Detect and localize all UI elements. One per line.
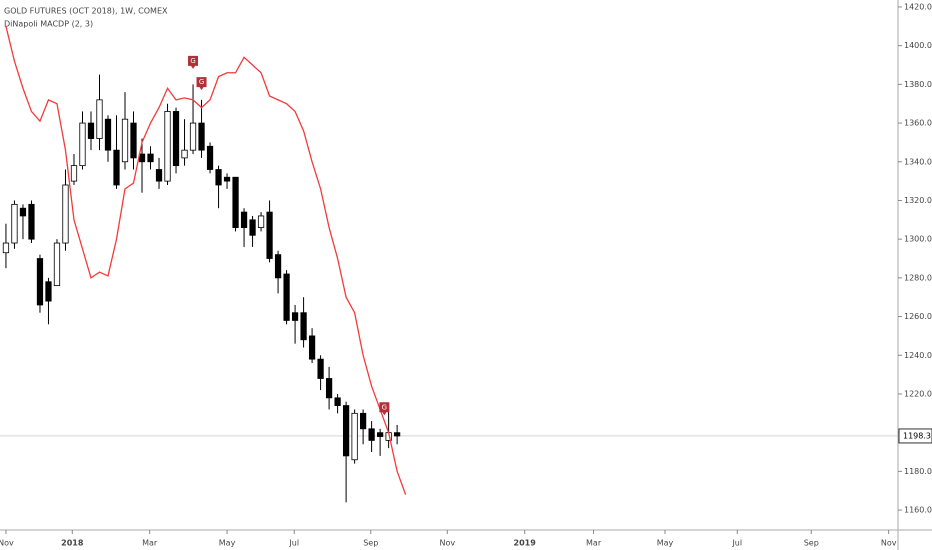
x-tick-label: Nov [0, 539, 14, 548]
candle-body [291, 312, 299, 321]
chart-title: GOLD FUTURES (OCT 2018), 1W, COMEX [4, 7, 168, 16]
candle-body [62, 184, 69, 244]
candle-body [317, 358, 324, 379]
candle-body [138, 153, 146, 163]
y-tick-label: 1400.0 [904, 41, 932, 50]
candle-body [121, 118, 129, 163]
candle-body [376, 432, 384, 437]
x-tick-label: Mar [586, 539, 602, 548]
candle-body [351, 412, 358, 461]
signal-marker [188, 55, 199, 69]
indicator-label: DiNapoli MACDP (2, 3) [4, 20, 93, 29]
candle-body [87, 122, 95, 139]
signal-label: G [382, 403, 387, 411]
x-tick-label: May [219, 539, 236, 548]
candle-body [164, 111, 171, 182]
last-price-label: 1198.3 [903, 431, 931, 440]
y-tick-label: 1340.0 [904, 157, 932, 166]
x-tick-label: Mar [142, 539, 158, 548]
signal-label: G [199, 78, 204, 86]
candle-body [274, 254, 282, 279]
candle-body [130, 122, 137, 159]
x-tick-label: Nov [881, 539, 897, 548]
candle-body [300, 312, 307, 341]
candle-body [308, 335, 316, 360]
signal-marker [379, 402, 390, 416]
candle-body [283, 273, 290, 321]
candle-body [28, 203, 35, 240]
candle-body [232, 176, 239, 228]
x-tick-label: 2018 [61, 539, 84, 548]
candle-body [257, 215, 265, 228]
candle-body [79, 122, 86, 167]
y-tick-label: 1300.0 [904, 235, 932, 244]
last-price-box [898, 428, 932, 444]
signal-marker [196, 77, 207, 91]
indicator-line [5, 26, 407, 495]
candle-body [266, 211, 273, 259]
candle-body [11, 203, 18, 244]
x-tick-label: Sep [363, 539, 378, 548]
candle-body [113, 149, 120, 186]
x-tick-label: Nov [439, 539, 455, 548]
candle-body [45, 281, 52, 302]
candle-body [342, 405, 350, 457]
candle-body [240, 211, 248, 228]
candle-body [96, 99, 103, 139]
x-tick-label: Jul [288, 539, 299, 548]
candle-body [394, 432, 401, 437]
x-tick-label: 2019 [514, 539, 537, 548]
y-tick-label: 1240.0 [904, 351, 932, 360]
y-tick-label: 1280.0 [904, 273, 932, 282]
x-tick-label: May [657, 539, 674, 548]
candle-body [181, 149, 188, 159]
y-tick-label: 1260.0 [904, 312, 932, 321]
y-tick-label: 1420.0 [904, 2, 932, 11]
candle-body [359, 412, 367, 430]
y-tick-label: 1360.0 [904, 119, 932, 128]
y-tick-label: 1220.0 [904, 389, 932, 398]
y-tick-label: 1180.0 [904, 467, 932, 476]
candle-body [325, 378, 333, 399]
candle-body [215, 169, 222, 186]
x-tick-label: Sep [804, 539, 819, 548]
candle-body [53, 242, 61, 287]
candle-body [70, 165, 78, 182]
candle-body [198, 122, 205, 151]
candle-body [172, 111, 180, 167]
x-tick-label: Jul [731, 539, 742, 548]
y-tick-label: 1380.0 [904, 80, 932, 89]
signal-label: G [190, 57, 195, 65]
candle-body [334, 397, 341, 406]
y-tick-label: 1160.0 [904, 506, 932, 515]
candle-body [36, 258, 44, 306]
candle-body [2, 242, 10, 254]
candle-body [189, 122, 197, 151]
candle-body [155, 169, 163, 182]
candle-body [19, 207, 27, 217]
candle-body [249, 219, 256, 236]
candle-body [206, 145, 214, 170]
candle-body [104, 118, 112, 151]
candle-body [147, 153, 154, 163]
y-tick-label: 1320.0 [904, 196, 932, 205]
candle-body [368, 428, 375, 441]
candle-body [223, 176, 231, 182]
